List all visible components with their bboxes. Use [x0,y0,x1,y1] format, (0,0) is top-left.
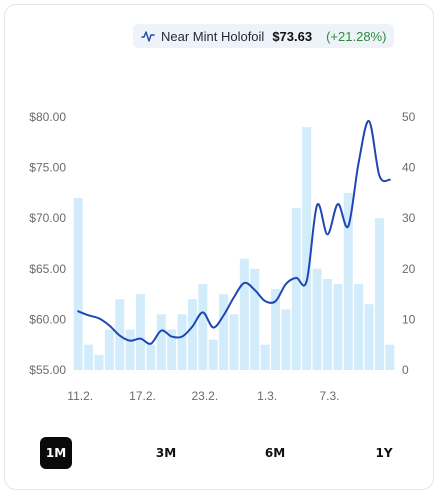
volume-bar [261,345,270,370]
y-left-tick-label: $75.00 [29,161,66,175]
x-tick-label: 1.3. [257,389,277,403]
volume-bar [292,208,301,370]
x-tick-label: 11.2. [67,389,93,403]
volume-bar [84,345,93,370]
volume-bar [281,309,290,370]
price-volume-chart: $55.00 $60.00 $65.00 $70.00 $75.00 $80.00 0 10 2… [0,0,440,430]
y-right-tick-label: 10 [402,312,416,326]
x-tick-label: 23.2. [191,389,218,403]
timeframe-6m-button[interactable]: 6M [259,437,291,469]
y-right-tick-label: 50 [402,110,416,124]
y-right-tick-label: 0 [402,363,409,377]
volume-bar [385,345,394,370]
y-left-tick-label: $60.00 [29,312,66,326]
volume-bar [354,284,363,370]
timeframe-3m-button[interactable]: 3M [150,437,182,469]
y-right-tick-label: 20 [402,262,416,276]
volume-bar [333,284,342,370]
y-right-tick-label: 30 [402,211,416,225]
x-tick-label: 17.2. [129,389,156,403]
volume-bar [240,259,249,370]
volume-bar [146,345,155,370]
volume-bar [219,294,228,370]
volume-bar [323,279,332,370]
volume-bar [230,314,239,370]
timeframe-selector: 1M 3M 6M 1Y [0,437,440,469]
x-tick-label: 7.3. [319,389,339,403]
y-left-tick-label: $80.00 [29,110,66,124]
timeframe-1y-button[interactable]: 1Y [368,437,400,469]
volume-bar [157,314,166,370]
volume-bar [250,269,259,370]
y-left-tick-label: $70.00 [29,211,66,225]
y-left-tick-label: $55.00 [29,363,66,377]
volume-bar [178,314,187,370]
volume-bar [198,284,207,370]
volume-bar [188,299,197,370]
volume-bar [126,330,135,370]
volume-bar [209,340,218,370]
volume-bar [136,294,145,370]
volume-bar [302,127,311,370]
volume-bar [365,304,374,370]
volume-bar [74,198,83,370]
volume-bar [344,193,353,370]
y-left-tick-label: $65.00 [29,262,66,276]
volume-bar [375,218,384,370]
y-right-tick-label: 40 [402,161,416,175]
volume-bar [94,355,103,370]
price-line [78,121,390,344]
volume-bar [313,269,322,370]
volume-bar [105,330,114,370]
timeframe-1m-button[interactable]: 1M [40,437,72,469]
